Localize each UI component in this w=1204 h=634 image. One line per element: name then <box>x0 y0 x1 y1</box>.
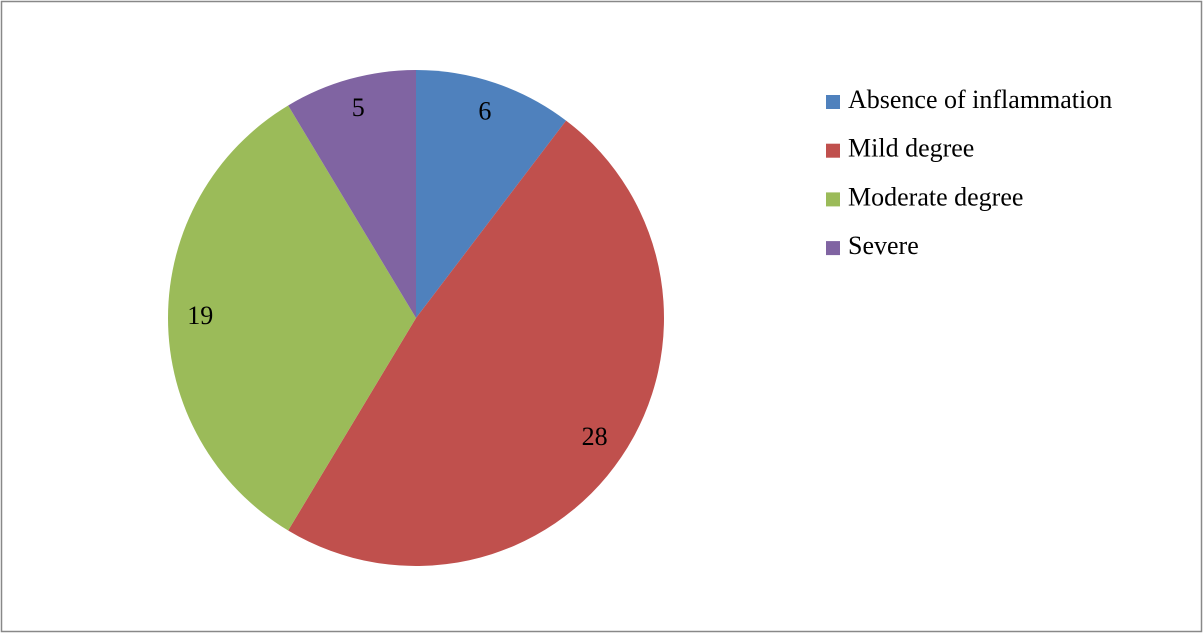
legend: Absence of inflammation Mild degree Modera… <box>826 85 1112 260</box>
legend-swatch <box>826 143 840 158</box>
pie-slice <box>288 120 664 566</box>
pie-slice <box>168 105 416 531</box>
legend-label: Absence of inflammation <box>848 85 1112 114</box>
data-label: 28 <box>582 422 608 451</box>
data-label: 19 <box>187 301 213 330</box>
legend-swatch <box>826 192 840 207</box>
pie-slice <box>416 70 567 318</box>
legend-swatch <box>826 95 840 109</box>
data-label: 5 <box>352 93 365 122</box>
data-label: 6 <box>478 97 491 126</box>
legend-swatch <box>826 241 840 256</box>
legend-label: Moderate degree <box>848 182 1023 211</box>
pie-slice <box>288 70 416 318</box>
legend-label: Mild degree <box>848 134 974 163</box>
legend-label: Severe <box>848 231 919 260</box>
pie: 6 28 19 5 <box>168 70 664 566</box>
